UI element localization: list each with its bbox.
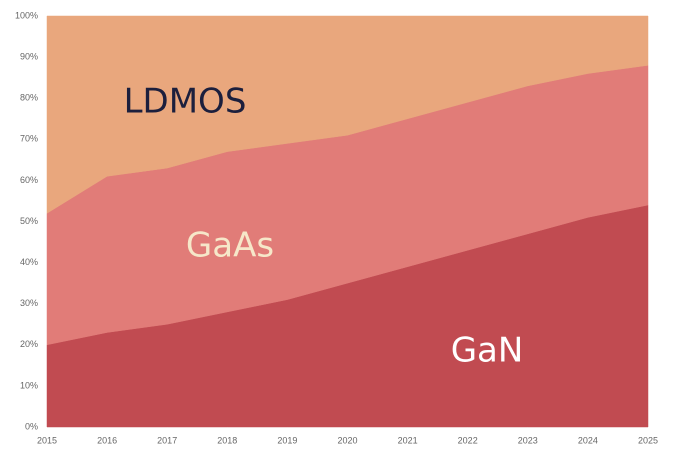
y-tick-label: 20% [20, 339, 38, 349]
y-tick-label: 100% [15, 10, 38, 20]
series-label: GaN [451, 331, 524, 371]
series-label: GaAs [186, 226, 274, 266]
x-tick-label: 2023 [518, 435, 538, 445]
y-tick-label: 30% [20, 298, 38, 308]
x-tick-label: 2021 [398, 435, 418, 445]
y-tick-label: 70% [20, 134, 38, 144]
y-tick-label: 10% [20, 380, 38, 390]
y-tick-label: 90% [20, 51, 38, 61]
y-tick-label: 0% [25, 421, 38, 431]
area [46, 15, 649, 214]
y-tick-label: 40% [20, 257, 38, 267]
x-tick-label: 2017 [157, 435, 177, 445]
x-tick-label: 2018 [217, 435, 237, 445]
x-tick-label: 2016 [97, 435, 117, 445]
x-tick-label: 2020 [337, 435, 357, 445]
x-tick-label: 2019 [277, 435, 297, 445]
y-tick-label: 60% [20, 175, 38, 185]
y-tick-label: 80% [20, 93, 38, 103]
x-tick-label: 2025 [638, 435, 658, 445]
series-label: LDMOS [124, 82, 247, 122]
x-tick-label: 2015 [37, 435, 57, 445]
x-tick-label: 2024 [578, 435, 598, 445]
x-tick-label: 2022 [458, 435, 478, 445]
y-tick-label: 50% [20, 216, 38, 226]
